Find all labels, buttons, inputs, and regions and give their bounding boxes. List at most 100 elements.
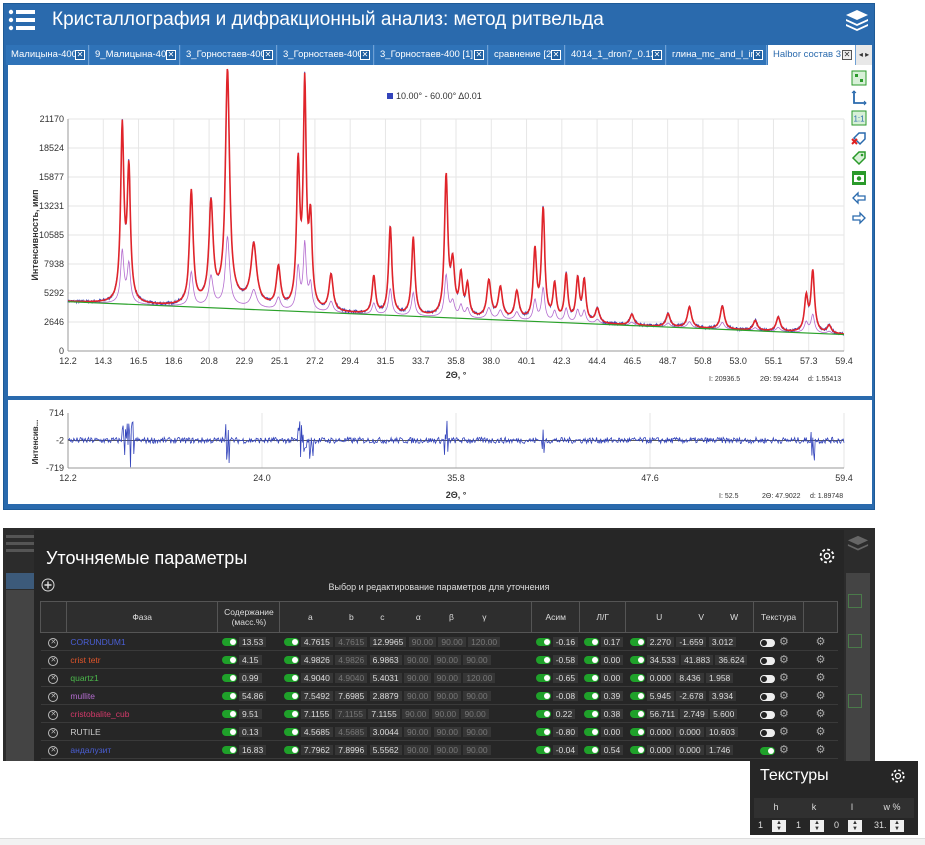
texture-toggle[interactable]	[759, 728, 775, 737]
u-value[interactable]: 34.533	[646, 654, 679, 665]
gear-icon[interactable]: ⚙	[779, 654, 789, 666]
lg-toggle[interactable]	[583, 728, 599, 737]
texture-toggle[interactable]	[759, 638, 775, 647]
content-value[interactable]: 16.83	[238, 744, 267, 755]
remove-phase-icon[interactable]: ✕	[48, 637, 59, 648]
residual-chart[interactable]: 12.2 24.0 35.8 47.6 59.4 714 -2 -719 2Θ, ° Интенс…	[8, 400, 872, 504]
gear-icon[interactable]: ⚙	[815, 708, 826, 720]
asym-value[interactable]: -0.58	[552, 654, 579, 665]
asym-value[interactable]: -0.65	[552, 672, 579, 683]
lg-value[interactable]: 0.17	[600, 636, 624, 647]
lattice-toggle[interactable]	[283, 638, 299, 647]
lg-toggle[interactable]	[583, 674, 599, 683]
lg-toggle[interactable]	[583, 692, 599, 701]
remove-tag-icon[interactable]	[851, 130, 867, 146]
lg-value[interactable]: 0.54	[600, 744, 624, 755]
c-value[interactable]: 3.0044	[369, 726, 402, 737]
beta-value[interactable]: 90.00	[433, 690, 461, 701]
tab[interactable]: 3_Горностаев-400 ✕	[278, 45, 374, 65]
remove-phase-icon[interactable]: ✕	[48, 655, 59, 666]
b-value[interactable]: 4.5685	[335, 726, 368, 737]
lg-value[interactable]: 0.38	[600, 708, 624, 719]
alpha-value[interactable]: 90.00	[404, 744, 432, 755]
close-icon[interactable]: ✕	[474, 50, 484, 60]
gear-icon[interactable]: ⚙	[779, 636, 789, 648]
beta-value[interactable]: 90.00	[433, 654, 461, 665]
a-value[interactable]: 7.7962	[300, 744, 333, 755]
texture-toggle[interactable]	[759, 710, 775, 719]
close-icon[interactable]: ✕	[166, 50, 176, 60]
close-icon[interactable]: ✕	[842, 50, 852, 60]
content-value[interactable]: 54.86	[238, 690, 267, 701]
asym-toggle[interactable]	[535, 710, 551, 719]
gear-icon[interactable]	[888, 766, 908, 786]
gear-icon[interactable]: ⚙	[815, 672, 826, 684]
asym-toggle[interactable]	[535, 746, 551, 755]
content-value[interactable]: 13.53	[238, 636, 267, 647]
v-value[interactable]: 0.000	[676, 726, 704, 737]
arrow-right-icon[interactable]	[851, 210, 867, 226]
close-icon[interactable]: ✕	[652, 50, 662, 60]
gear-icon[interactable]: ⚙	[779, 744, 789, 756]
b-value[interactable]: 4.9040	[335, 672, 368, 683]
tab-scroll-arrows[interactable]: ◂ ▸	[856, 45, 872, 65]
u-value[interactable]: 56.711	[646, 708, 679, 719]
close-icon[interactable]: ✕	[263, 50, 273, 60]
a-value[interactable]: 4.9826	[300, 654, 333, 665]
asym-toggle[interactable]	[535, 656, 551, 665]
scale-1-1-icon[interactable]: 1:1	[851, 110, 867, 126]
a-value[interactable]: 4.9040	[300, 672, 333, 683]
uvw-toggle[interactable]	[629, 638, 645, 647]
w-value[interactable]: 5.600	[710, 708, 738, 719]
lattice-toggle[interactable]	[283, 728, 299, 737]
remove-phase-icon[interactable]: ✕	[48, 745, 59, 756]
camera-icon[interactable]	[851, 170, 867, 186]
c-value[interactable]: 7.1155	[368, 708, 400, 719]
gear-icon[interactable]: ⚙	[815, 744, 826, 756]
uvw-toggle[interactable]	[629, 728, 645, 737]
alpha-value[interactable]: 90.00	[408, 636, 437, 647]
v-value[interactable]: -2.678	[676, 690, 707, 701]
lg-value[interactable]: 0.00	[600, 672, 624, 683]
gear-icon[interactable]: ⚙	[779, 726, 789, 738]
add-icon[interactable]	[41, 578, 55, 592]
gear-icon[interactable]	[816, 545, 838, 567]
stepper-arrows-icon[interactable]: ▲ ▼	[848, 820, 862, 832]
alpha-value[interactable]: 90.00	[404, 654, 432, 665]
alpha-value[interactable]: 90.00	[404, 690, 432, 701]
gear-icon[interactable]: ⚙	[815, 726, 826, 738]
b-value[interactable]: 7.1155	[334, 708, 367, 719]
gamma-value[interactable]: 90.00	[463, 726, 491, 737]
tab[interactable]: 4014_1_dron7_0.12 ✕	[566, 45, 666, 65]
tab[interactable]: Малицына-400 ✕	[6, 45, 89, 65]
asym-value[interactable]: -0.08	[552, 690, 579, 701]
asym-value[interactable]: 0.22	[552, 708, 576, 719]
lattice-toggle[interactable]	[283, 692, 299, 701]
gamma-value[interactable]: 90.00	[463, 654, 491, 665]
lattice-toggle[interactable]	[283, 746, 299, 755]
asym-value[interactable]: -0.80	[552, 726, 579, 737]
stepper-arrows-icon[interactable]: ▲ ▼	[890, 820, 904, 832]
alpha-value[interactable]: 90.00	[404, 672, 432, 683]
uvw-toggle[interactable]	[629, 656, 645, 665]
gear-icon[interactable]: ⚙	[815, 636, 826, 648]
c-value[interactable]: 5.4031	[369, 672, 402, 683]
asym-toggle[interactable]	[535, 638, 551, 647]
u-value[interactable]: 0.000	[646, 744, 674, 755]
remove-phase-icon[interactable]: ✕	[48, 709, 59, 720]
v-value[interactable]: 41.883	[681, 654, 714, 665]
a-value[interactable]: 7.5492	[300, 690, 333, 701]
lg-toggle[interactable]	[583, 638, 599, 647]
alpha-value[interactable]: 90.00	[404, 726, 432, 737]
w-value[interactable]: 1.958	[706, 672, 734, 683]
u-value[interactable]: 5.945	[646, 690, 674, 701]
content-toggle[interactable]	[221, 728, 237, 737]
a-value[interactable]: 7.1155	[300, 708, 333, 719]
gear-icon[interactable]: ⚙	[779, 708, 789, 720]
content-toggle[interactable]	[221, 674, 237, 683]
texture-toggle[interactable]	[759, 674, 775, 683]
alpha-value[interactable]: 90.00	[402, 708, 430, 719]
menu-icon[interactable]	[7, 7, 37, 33]
uvw-toggle[interactable]	[629, 746, 645, 755]
stepper-arrows-icon[interactable]: ▲ ▼	[810, 820, 824, 832]
